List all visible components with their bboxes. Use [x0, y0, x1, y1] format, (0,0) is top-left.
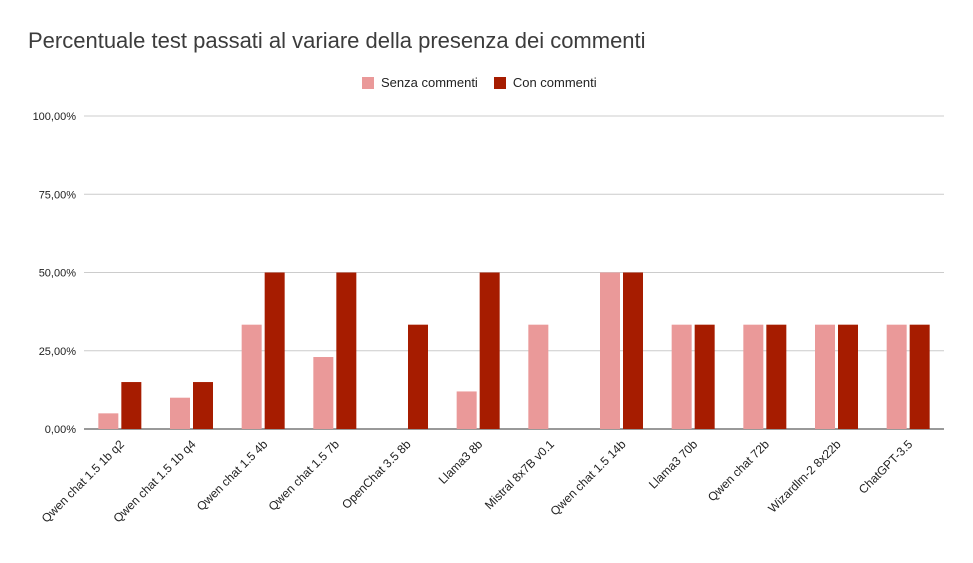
- x-category-label: Llama3 8b: [436, 437, 486, 487]
- bar-senza-commenti[interactable]: [886, 324, 907, 429]
- bar-senza-commenti[interactable]: [170, 397, 190, 429]
- x-category-label: Qwen chat 1.5 4b: [194, 437, 271, 514]
- y-axis-ticks: 0,00% 25,00% 50,00% 75,00% 100,00%: [33, 111, 77, 436]
- bar-con-commenti[interactable]: [909, 324, 930, 429]
- x-category-label: Qwen chat 1.5 14b: [547, 437, 628, 518]
- bar-con-commenti[interactable]: [838, 324, 858, 429]
- legend-item-con-commenti[interactable]: Con commenti: [493, 75, 597, 90]
- bar-senza-commenti[interactable]: [743, 324, 764, 429]
- y-tick-label: 25,00%: [39, 346, 77, 358]
- y-tick-label: 75,00%: [39, 189, 77, 201]
- legend: Senza commenti Con commenti: [362, 75, 613, 90]
- bar-senza-commenti[interactable]: [241, 324, 262, 429]
- x-category-label: Qwen chat 72b: [705, 437, 772, 504]
- bar-con-commenti[interactable]: [694, 324, 715, 429]
- x-category-label: Qwen chat 1.5 7b: [266, 437, 343, 514]
- bar-senza-commenti[interactable]: [815, 324, 835, 429]
- x-category-label: Wizardlm-2 8x22b: [765, 437, 844, 516]
- legend-swatch-senza-commenti: [362, 76, 374, 89]
- legend-swatch-con-commenti: [493, 76, 506, 89]
- bar-senza-commenti[interactable]: [98, 413, 119, 429]
- y-tick-label: 100,00%: [33, 111, 77, 123]
- legend-label-senza-commenti: Senza commenti: [381, 75, 478, 90]
- y-tick-label: 0,00%: [45, 424, 76, 436]
- bar-con-commenti[interactable]: [264, 272, 285, 430]
- chart-title: Percentuale test passati al variare dell…: [28, 28, 646, 53]
- bar-con-commenti[interactable]: [766, 324, 787, 429]
- legend-label-con-commenti: Con commenti: [512, 75, 597, 90]
- bars: [98, 272, 930, 430]
- bar-con-commenti[interactable]: [193, 382, 213, 429]
- x-category-label: Llama3 70b: [646, 437, 700, 491]
- bar-con-commenti[interactable]: [336, 272, 357, 430]
- bar-senza-commenti[interactable]: [528, 324, 549, 429]
- bar-con-commenti[interactable]: [121, 382, 142, 429]
- x-category-label: ChatGPT-3.5: [856, 437, 916, 497]
- y-tick-label: 50,00%: [39, 268, 77, 280]
- legend-item-senza-commenti[interactable]: Senza commenti: [362, 75, 478, 90]
- bar-senza-commenti[interactable]: [313, 357, 334, 429]
- bar-con-commenti[interactable]: [623, 272, 643, 430]
- bar-senza-commenti[interactable]: [456, 391, 477, 429]
- bar-con-commenti[interactable]: [408, 324, 428, 429]
- x-category-label: Mistral 8x7B v0.1: [482, 437, 557, 512]
- bar-senza-commenti[interactable]: [671, 324, 692, 429]
- bar-senza-commenti[interactable]: [600, 272, 620, 430]
- bar-con-commenti[interactable]: [479, 272, 500, 430]
- gridlines: [84, 115, 944, 430]
- x-category-label: OpenChat 3.5 8b: [339, 437, 414, 512]
